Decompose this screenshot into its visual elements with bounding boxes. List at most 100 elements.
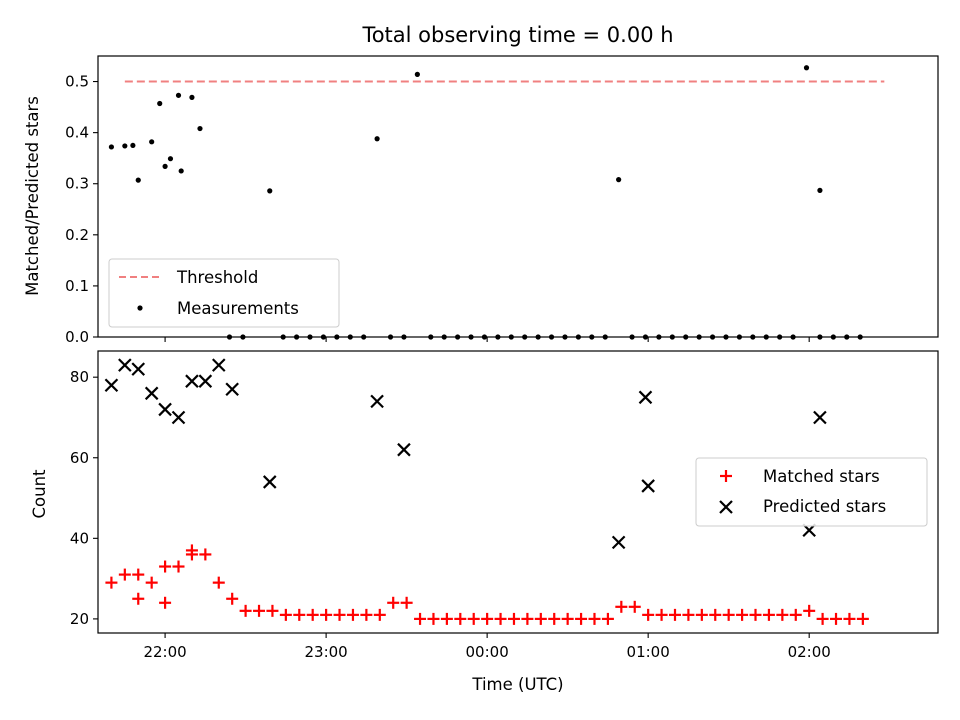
matched-star-marker xyxy=(199,548,212,561)
bottom-y-axis-label: Count xyxy=(30,469,49,519)
matched-star-marker xyxy=(668,608,681,621)
matched-star-marker xyxy=(695,608,708,621)
matched-star-marker xyxy=(628,600,641,613)
measurement-point xyxy=(175,92,182,98)
matched-star-marker xyxy=(816,612,829,625)
matched-star-marker xyxy=(615,600,628,613)
matched-star-marker xyxy=(682,608,695,621)
predicted-star-marker xyxy=(118,358,132,372)
matched-star-marker xyxy=(776,608,789,621)
legend-measurements-label: Measurements xyxy=(177,299,299,318)
measurement-point xyxy=(401,334,407,340)
measurement-point xyxy=(790,334,796,340)
measurement-point xyxy=(468,334,474,340)
measurement-point xyxy=(428,334,434,340)
x-tick-label: 22:00 xyxy=(143,643,186,661)
measurement-point xyxy=(522,334,528,340)
measurement-point xyxy=(750,334,756,340)
bottom-legend-box xyxy=(695,457,928,527)
measurement-point xyxy=(548,334,555,340)
measurement-point xyxy=(495,334,501,340)
matched-star-marker xyxy=(440,612,453,625)
matched-star-marker xyxy=(414,612,427,625)
bottom-legend: Matched stars Predicted stars xyxy=(695,457,928,527)
y-tick-label: 0.0 xyxy=(65,328,89,346)
matched-star-marker xyxy=(548,612,561,625)
matched-star-marker xyxy=(132,568,145,581)
matched-star-marker xyxy=(279,608,292,621)
top-y-ticks: 0.0 0.1 0.2 0.3 0.4 0.5 xyxy=(65,73,98,346)
legend-predicted-swatch xyxy=(719,500,733,514)
measurement-point xyxy=(642,334,649,340)
matched-star-marker xyxy=(588,612,601,625)
measurement-point xyxy=(167,156,174,162)
bottom-y-ticks: 20 40 60 80 xyxy=(70,368,98,628)
matched-star-marker xyxy=(830,612,843,625)
measurement-point xyxy=(130,142,136,149)
y-tick-label: 0.4 xyxy=(65,124,89,142)
matched-star-marker xyxy=(856,612,869,625)
matched-star-marker xyxy=(642,608,655,621)
measurement-point xyxy=(307,334,313,340)
measurement-point xyxy=(602,334,608,340)
matched-star-marker xyxy=(400,596,413,609)
bottom-x-ticks: 22:00 23:00 00:00 01:00 02:00 xyxy=(143,633,831,661)
matched-stars-points xyxy=(105,544,869,625)
matched-star-marker xyxy=(293,608,306,621)
matched-star-marker xyxy=(454,612,467,625)
top-y-axis-label: Matched/Predicted stars xyxy=(23,96,42,296)
measurement-point xyxy=(763,334,769,340)
matched-star-marker xyxy=(722,608,735,621)
y-tick-label: 60 xyxy=(70,449,89,467)
matched-star-marker xyxy=(427,612,440,625)
matched-star-marker xyxy=(185,548,198,561)
x-tick-label: 02:00 xyxy=(788,643,831,661)
bottom-plot-frame xyxy=(97,350,939,634)
measurement-point xyxy=(149,139,155,145)
matched-star-marker xyxy=(266,604,279,617)
matched-star-marker xyxy=(118,568,131,581)
measurement-point xyxy=(189,94,195,100)
measurement-point xyxy=(122,143,128,149)
top-legend: Threshold Measurements xyxy=(108,258,340,328)
matched-star-marker xyxy=(373,608,386,621)
matched-star-marker xyxy=(534,612,547,625)
measurement-point xyxy=(481,334,488,340)
matched-star-marker xyxy=(360,608,373,621)
measurement-point xyxy=(508,334,514,340)
matched-star-marker xyxy=(320,608,333,621)
measurement-points xyxy=(108,65,863,340)
legend-threshold-label: Threshold xyxy=(176,268,258,287)
measurement-point xyxy=(157,100,163,107)
predicted-star-marker xyxy=(638,390,653,405)
measurement-point xyxy=(280,334,286,340)
measurement-point xyxy=(616,177,622,183)
matched-star-marker xyxy=(521,612,534,625)
matched-star-marker xyxy=(507,612,520,625)
top-plot-frame xyxy=(97,55,939,338)
legend-measurements-swatch xyxy=(137,305,143,311)
predicted-star-marker xyxy=(144,386,159,401)
measurement-point xyxy=(629,334,635,340)
predicted-star-marker xyxy=(198,374,213,388)
measurement-point xyxy=(709,334,716,340)
measurement-point xyxy=(575,334,581,340)
matched-star-marker xyxy=(253,604,266,617)
matched-star-marker xyxy=(239,604,252,617)
predicted-star-marker xyxy=(211,358,226,372)
matched-star-marker xyxy=(159,560,172,573)
predicted-star-marker xyxy=(225,382,239,397)
predicted-star-marker xyxy=(262,475,277,489)
measurement-point xyxy=(736,334,743,340)
y-tick-label: 0.3 xyxy=(65,175,89,193)
predicted-star-marker xyxy=(813,410,827,425)
matched-star-marker xyxy=(346,608,359,621)
measurement-point xyxy=(347,334,353,340)
measurement-point xyxy=(683,334,689,340)
matched-star-marker xyxy=(789,608,802,621)
measurement-point xyxy=(374,136,380,142)
measurement-point xyxy=(669,334,675,340)
measurement-point xyxy=(226,334,233,340)
